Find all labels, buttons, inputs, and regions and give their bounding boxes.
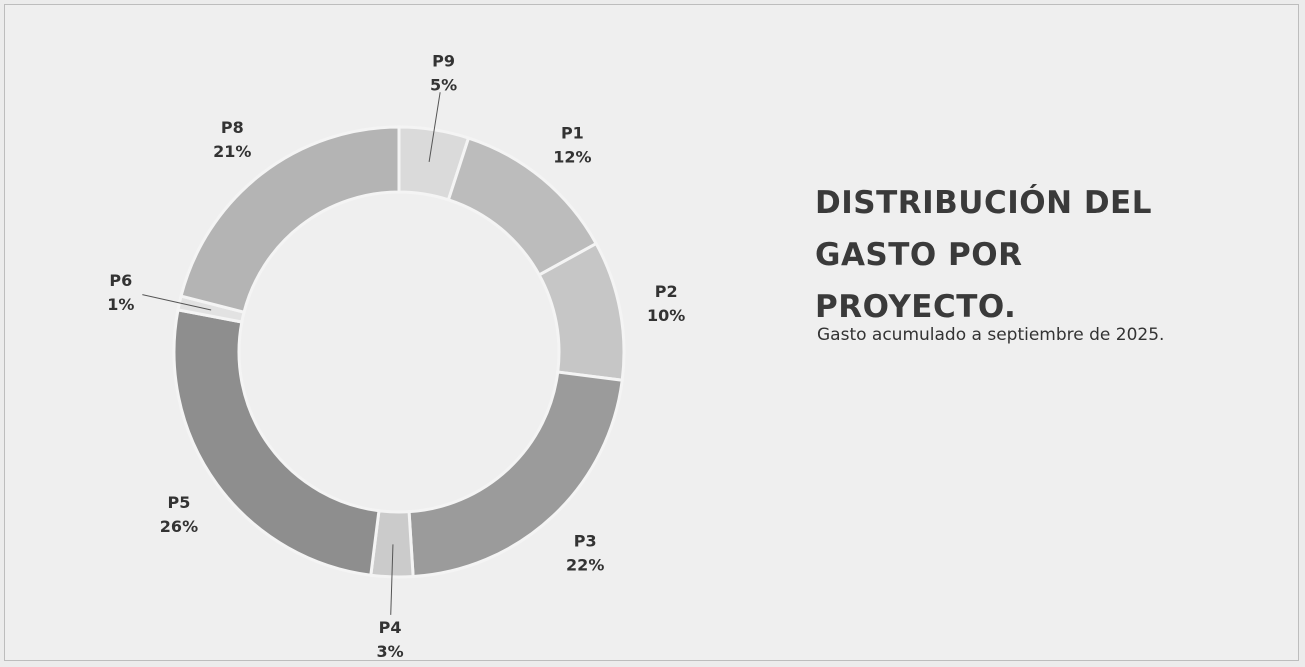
slice-label: P5 26% bbox=[160, 493, 198, 536]
slice-value-label: 5% bbox=[430, 76, 457, 95]
slice-label: P3 22% bbox=[566, 531, 604, 574]
slice-value-label: 21% bbox=[213, 142, 251, 161]
leader-line bbox=[142, 294, 212, 311]
slice-category: P6 bbox=[109, 271, 132, 290]
slice-value-label: 3% bbox=[376, 642, 403, 660]
chart-subtitle: Gasto acumulado a septiembre de 2025. bbox=[817, 325, 1165, 345]
slice-label: P4 3% bbox=[376, 618, 403, 660]
slice-label: P9 5% bbox=[430, 52, 457, 95]
slice-value-label: 22% bbox=[566, 555, 604, 574]
donut-slice bbox=[179, 125, 401, 315]
leader-line bbox=[428, 92, 441, 162]
slice-label: P6 1% bbox=[107, 271, 134, 314]
slice-category: P8 bbox=[221, 118, 244, 137]
slice-value-label: 10% bbox=[647, 306, 685, 325]
slice-category: P4 bbox=[379, 618, 402, 637]
slice-label: P8 21% bbox=[213, 118, 251, 161]
leader-line bbox=[390, 544, 394, 615]
chart: P9 5%P1 12%P2 10%P3 22%P4 3%P5 26%P6 1%P8 21% bbox=[107, 52, 685, 660]
slice-category: P1 bbox=[561, 123, 584, 142]
chart-title: DISTRIBUCIÓN DEL GASTO POR PROYECTO. bbox=[815, 185, 1152, 325]
slice-label: P2 10% bbox=[647, 282, 685, 325]
slice-category: P5 bbox=[168, 493, 191, 512]
slice-value-label: 1% bbox=[107, 295, 134, 314]
slice-category: P3 bbox=[574, 531, 597, 550]
slice-category: P9 bbox=[432, 52, 455, 71]
slice-value-label: 12% bbox=[553, 147, 591, 166]
slice-label: P1 12% bbox=[553, 123, 591, 166]
chart-frame: P9 5% P1 12% P2 10% P3 22% P4 3% P5 26% P6 1% P8 21% DI… bbox=[4, 4, 1299, 661]
donut-slice bbox=[172, 308, 381, 577]
slice-category: P2 bbox=[655, 282, 678, 301]
slice-value-label: 26% bbox=[160, 517, 198, 536]
